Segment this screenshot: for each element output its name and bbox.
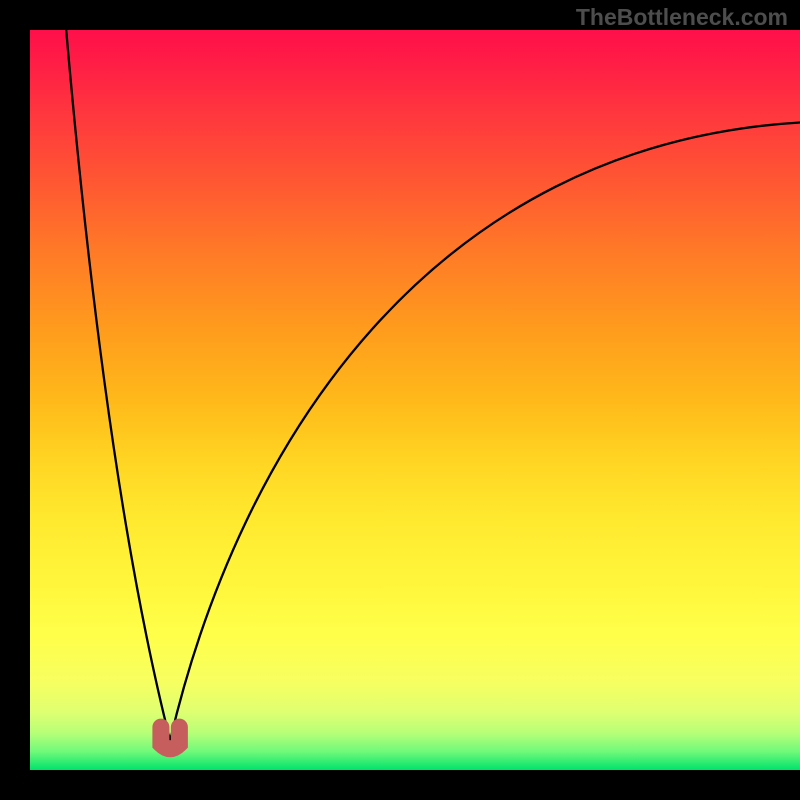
chart-frame: TheBottleneck.com bbox=[0, 0, 800, 800]
watermark-text: TheBottleneck.com bbox=[576, 4, 788, 31]
chart-background bbox=[30, 30, 800, 770]
bottleneck-curve-chart bbox=[30, 30, 800, 770]
